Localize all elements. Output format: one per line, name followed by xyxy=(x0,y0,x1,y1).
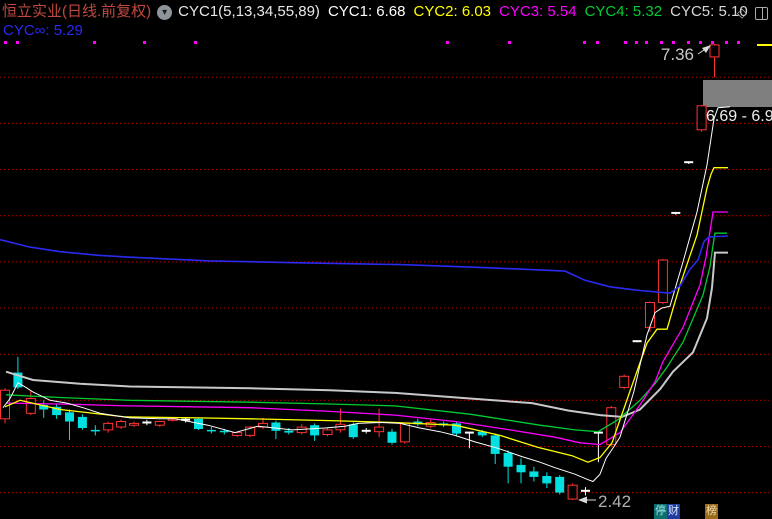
readout-CYC2: CYC2: 6.03 xyxy=(413,3,492,20)
signal-dot xyxy=(16,41,19,44)
tag-button-财[interactable]: 财 xyxy=(667,504,680,519)
stock-title[interactable]: 恒立实业(日线.前复权) xyxy=(2,3,152,20)
candle-body-up xyxy=(619,375,630,388)
signal-dot xyxy=(699,41,702,44)
high-price-label: 7.36 xyxy=(661,45,694,64)
candle-body-up xyxy=(129,422,139,426)
series-CYC3 xyxy=(5,211,728,446)
candle-body-down xyxy=(65,412,74,422)
candle-body-down xyxy=(13,372,23,388)
candle-body-up xyxy=(567,484,578,500)
candle-body-down xyxy=(206,429,216,432)
tag-button-停[interactable]: 停 xyxy=(654,504,667,519)
signal-dot xyxy=(143,41,146,44)
header-row-2: CYC∞: 5.29 xyxy=(3,22,83,39)
candle-body-up xyxy=(154,421,165,426)
candle-body-down xyxy=(529,471,539,477)
readout-CYC5: CYC5: 5.10 xyxy=(670,3,748,20)
candle-body-up xyxy=(322,429,333,435)
candle-body-down xyxy=(39,404,49,410)
signal-dot xyxy=(672,41,675,44)
signal-dot xyxy=(687,41,690,44)
candle-body-up xyxy=(709,44,720,58)
candle-body-up xyxy=(116,421,127,428)
readout-CYC4: CYC4: 5.32 xyxy=(584,3,663,20)
readout-CYC3: CYC3: 5.54 xyxy=(499,3,577,20)
series-CYC∞ xyxy=(0,235,729,295)
candle-body-up xyxy=(25,398,36,414)
candle-body-down xyxy=(90,429,100,432)
candle-body-down xyxy=(52,406,62,416)
candle-body-down xyxy=(555,476,565,493)
diamond-icon[interactable]: ◇ xyxy=(737,5,747,20)
low-arrow-head xyxy=(578,496,587,504)
candle-body-up xyxy=(645,302,655,328)
header-row-1: 恒立实业(日线.前复权) ▾ CYC1(5,13,34,55,89) CYC1:… xyxy=(2,3,748,21)
high-arrow-head xyxy=(702,45,711,53)
candle-body-up xyxy=(399,422,410,443)
gap-zone-box xyxy=(703,80,772,107)
candle-body-down xyxy=(452,423,461,434)
series-CYC4 xyxy=(5,232,727,433)
signal-dot xyxy=(446,41,449,44)
cyc-inf-readout: CYC∞: 5.29 xyxy=(3,22,83,39)
readout-CYC1: CYC1: 6.68 xyxy=(327,3,406,20)
header-corner-icons: ◇ xyxy=(737,5,768,21)
signal-dot xyxy=(596,41,599,44)
signal-dot xyxy=(93,41,96,44)
candle-body-down xyxy=(477,431,487,436)
signal-dot xyxy=(194,41,197,44)
tag-button-榜[interactable]: 榜 xyxy=(705,504,718,519)
candle-body-up xyxy=(245,426,256,436)
candle-body-down xyxy=(503,452,513,467)
candle-body-up xyxy=(374,426,385,433)
candle-body-up xyxy=(232,432,243,436)
chevron-down-circle-icon[interactable]: ▾ xyxy=(157,4,173,20)
signal-dot xyxy=(645,41,648,44)
signal-dot xyxy=(583,41,586,44)
signal-dot xyxy=(635,41,638,44)
window-icon[interactable] xyxy=(755,6,768,20)
signal-dot xyxy=(660,41,663,44)
signal-dot xyxy=(4,41,7,44)
indicator-name[interactable]: CYC1(5,13,34,55,89) xyxy=(178,3,320,20)
candle-body-up xyxy=(657,259,668,303)
signal-dot xyxy=(737,41,740,44)
candle-body-down xyxy=(516,464,526,473)
gap-range-label: 6.69 - 6.9 xyxy=(706,108,772,125)
candle-body-down xyxy=(542,476,552,484)
signal-dot xyxy=(711,41,714,44)
series-CYC5 xyxy=(5,251,728,418)
candle-body-down xyxy=(310,425,320,436)
quick-tag-buttons: 停财 榜 xyxy=(654,504,718,519)
candle-body-down xyxy=(77,416,87,428)
series-CYC2 xyxy=(4,167,728,463)
candle-body-down xyxy=(194,418,203,429)
indicator-readouts: CYC1: 6.68 CYC2: 6.03 CYC3: 5.54 CYC4: 5.32… xyxy=(320,3,748,21)
candle-body-down xyxy=(348,424,358,438)
series-CYC1 xyxy=(2,106,731,483)
signal-dot xyxy=(725,41,728,44)
candle-body-down xyxy=(387,431,397,443)
low-price-label: 2.42 xyxy=(598,492,631,511)
signal-dot xyxy=(624,41,627,44)
candle-body-up xyxy=(696,105,707,131)
signal-dot xyxy=(508,41,511,44)
candle-body-down xyxy=(284,430,294,433)
candle-body-down xyxy=(219,430,229,433)
candle-body-up xyxy=(103,422,114,431)
candle-body-down xyxy=(490,435,500,454)
candle-body-down xyxy=(271,422,281,431)
